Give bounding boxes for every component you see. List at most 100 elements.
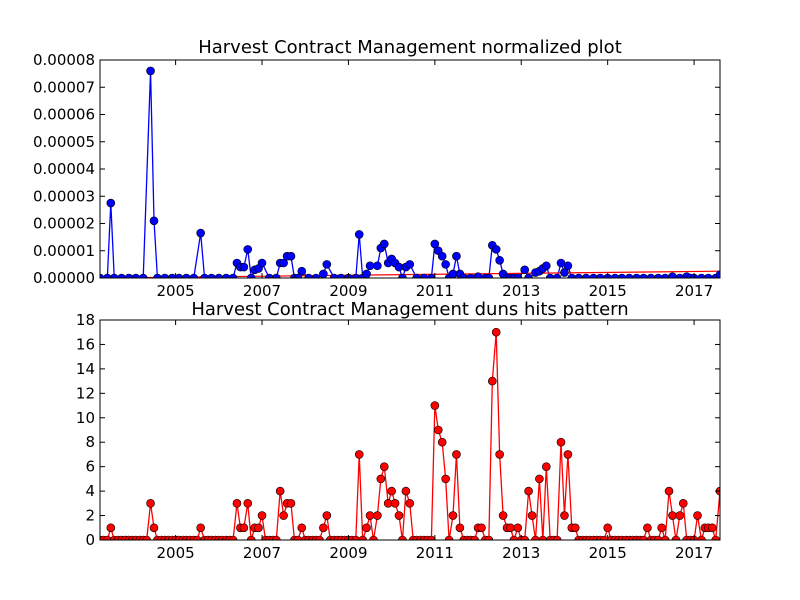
data-point xyxy=(574,273,584,278)
data-point xyxy=(189,273,199,278)
data-point xyxy=(653,535,663,540)
x-tick-label: 2009 xyxy=(329,544,367,562)
data-point xyxy=(495,255,504,265)
data-point xyxy=(433,425,443,435)
y-tick-label: 0.00004 xyxy=(33,160,95,178)
data-point xyxy=(643,523,652,533)
x-tick-label: 2011 xyxy=(416,282,454,300)
data-point xyxy=(362,269,371,278)
data-point xyxy=(560,268,569,277)
data-point xyxy=(387,486,396,496)
data-point xyxy=(484,535,494,540)
data-point xyxy=(124,273,134,278)
data-point xyxy=(228,535,238,540)
data-point xyxy=(351,273,361,278)
data-point xyxy=(624,273,634,278)
data-point xyxy=(297,523,307,533)
data-point xyxy=(221,273,231,278)
x-tick-label: 2013 xyxy=(502,282,540,300)
data-point xyxy=(167,273,177,278)
y-tick-label: 0.00000 xyxy=(33,269,95,287)
data-point xyxy=(265,273,274,278)
duns-hits-marks xyxy=(100,327,720,540)
data-point xyxy=(567,273,577,278)
data-point xyxy=(398,535,407,540)
data-point xyxy=(660,273,670,278)
data-point xyxy=(646,273,656,278)
y-tick-label: 0.00003 xyxy=(33,187,95,205)
x-tick-label: 2017 xyxy=(675,544,713,562)
data-point xyxy=(596,273,605,278)
data-point xyxy=(369,535,378,540)
data-point xyxy=(545,273,555,278)
data-point xyxy=(401,486,411,496)
data-point xyxy=(109,273,119,278)
data-point xyxy=(657,523,666,533)
x-tick-label: 2005 xyxy=(157,544,195,562)
data-point xyxy=(524,273,533,278)
data-point xyxy=(322,260,332,269)
data-point xyxy=(405,260,415,269)
data-point xyxy=(671,535,681,540)
data-point xyxy=(509,535,519,540)
data-point xyxy=(329,273,339,278)
data-point xyxy=(498,511,508,520)
data-point xyxy=(668,511,677,520)
data-point xyxy=(419,273,429,278)
data-point xyxy=(319,269,328,278)
data-point xyxy=(379,239,389,249)
duns-hits-panel: Harvest Contract Management duns hits pa… xyxy=(76,299,721,562)
data-point xyxy=(524,486,533,496)
data-point xyxy=(243,245,253,254)
chart-title: Harvest Contract Management duns hits pa… xyxy=(191,299,628,320)
y-tick-label: 0.00005 xyxy=(33,133,95,151)
data-point xyxy=(149,523,159,533)
y-tick-label: 0.00002 xyxy=(33,215,95,233)
data-point xyxy=(484,273,494,278)
data-point xyxy=(243,499,253,508)
data-point xyxy=(563,261,573,271)
data-point xyxy=(131,273,141,278)
data-point xyxy=(239,523,249,533)
x-tick-label: 2013 xyxy=(502,544,540,562)
x-tick-label: 2011 xyxy=(416,544,454,562)
data-point xyxy=(527,511,537,520)
x-tick-label: 2017 xyxy=(675,282,713,300)
data-point xyxy=(610,273,620,278)
data-point xyxy=(599,535,609,540)
data-point xyxy=(279,258,288,268)
data-point xyxy=(373,511,382,520)
y-tick-label: 6 xyxy=(85,458,95,476)
data-point xyxy=(412,273,421,278)
data-point xyxy=(589,273,598,278)
data-point xyxy=(491,327,501,337)
y-tick-label: 18 xyxy=(76,311,95,329)
data-point xyxy=(570,523,580,533)
data-point xyxy=(495,450,504,459)
data-point xyxy=(513,273,523,278)
y-tick-label: 8 xyxy=(85,433,95,451)
data-point xyxy=(664,486,674,496)
data-point xyxy=(192,535,202,540)
data-point xyxy=(207,273,216,278)
plot-frame xyxy=(99,319,721,541)
data-point xyxy=(520,265,530,275)
data-point xyxy=(513,523,523,533)
data-point xyxy=(466,273,475,278)
data-point xyxy=(660,535,670,540)
data-point xyxy=(653,273,663,278)
x-tick-label: 2009 xyxy=(329,282,367,300)
data-point xyxy=(146,66,155,76)
data-point xyxy=(455,523,465,533)
normalized-plot-ticks: 2005 2007 2009 2011 2013 2015 2017 0.00000 0.000… xyxy=(33,51,720,300)
x-tick-label: 2007 xyxy=(243,544,281,562)
data-point xyxy=(437,437,447,447)
data-point xyxy=(379,462,389,471)
data-point xyxy=(297,266,307,276)
data-point xyxy=(538,535,548,540)
data-point xyxy=(246,273,256,278)
data-point xyxy=(398,273,407,278)
data-point xyxy=(693,511,702,520)
data-point xyxy=(174,273,184,278)
